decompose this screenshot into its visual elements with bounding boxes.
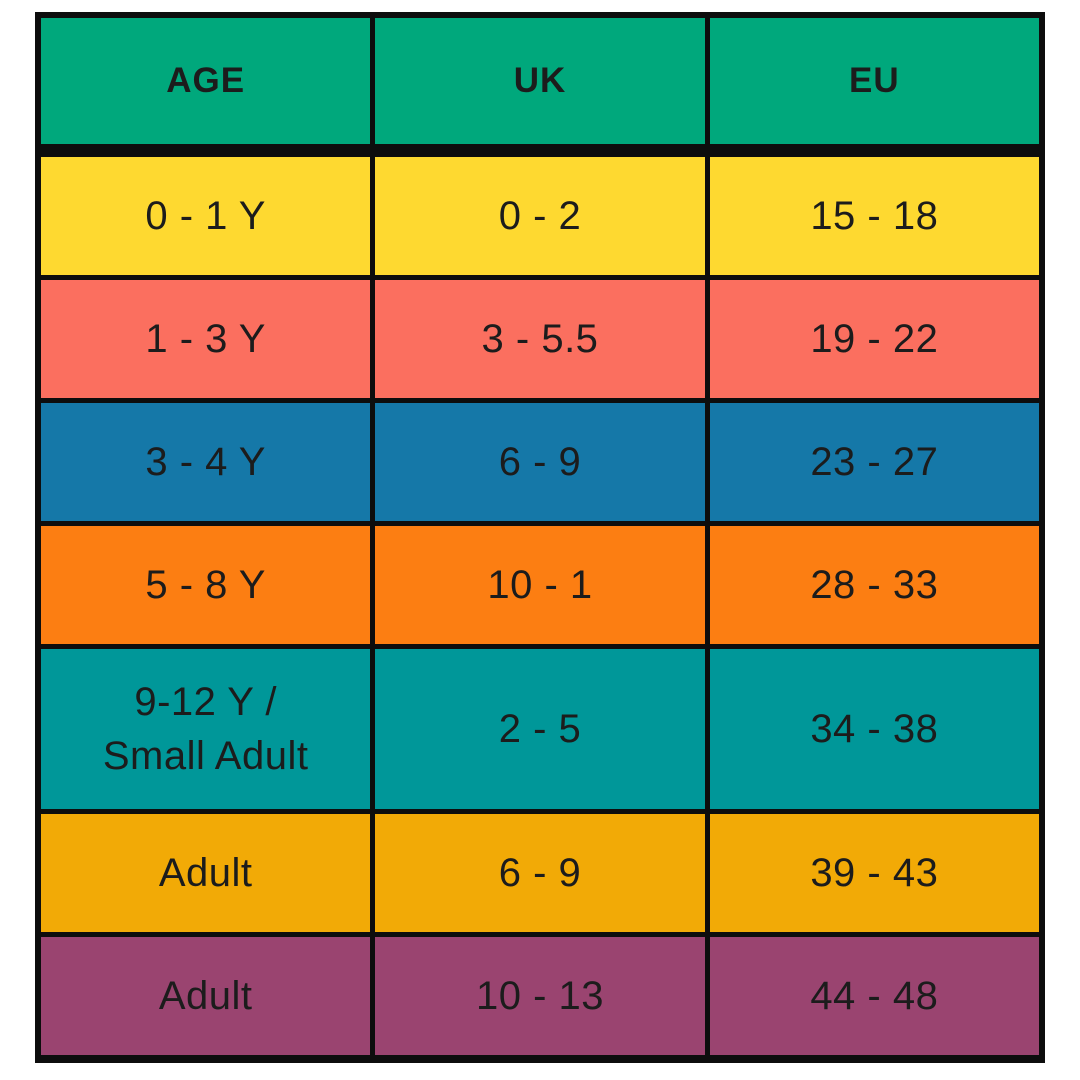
cell-eu: 28 - 33 xyxy=(709,526,1039,644)
cell-eu: 19 - 22 xyxy=(709,280,1039,398)
cell-uk: 6 - 9 xyxy=(375,403,705,521)
cell-age: 5 - 8 Y xyxy=(41,526,371,644)
cell-age: Adult xyxy=(41,937,371,1055)
header-cell-age: AGE xyxy=(41,18,371,144)
table-row: 1 - 3 Y 3 - 5.5 19 - 22 xyxy=(41,280,1039,398)
cell-age: 0 - 1 Y xyxy=(41,157,371,275)
cell-eu: 34 - 38 xyxy=(709,649,1039,809)
cell-uk: 6 - 9 xyxy=(375,814,705,932)
cell-age: 1 - 3 Y xyxy=(41,280,371,398)
header-cell-uk: UK xyxy=(375,18,705,144)
cell-uk: 3 - 5.5 xyxy=(375,280,705,398)
table-header-row: AGE UK EU xyxy=(41,18,1039,144)
table-row: 0 - 1 Y 0 - 2 15 - 18 xyxy=(41,157,1039,275)
cell-age: 9-12 Y / Small Adult xyxy=(41,649,371,809)
table-row: Adult 6 - 9 39 - 43 xyxy=(41,814,1039,932)
size-conversion-table: AGE UK EU 0 - 1 Y 0 - 2 15 - 18 1 - 3 Y … xyxy=(35,12,1045,1063)
cell-eu: 39 - 43 xyxy=(709,814,1039,932)
table-row: Adult 10 - 13 44 - 48 xyxy=(41,937,1039,1055)
cell-uk: 2 - 5 xyxy=(375,649,705,809)
cell-eu: 44 - 48 xyxy=(709,937,1039,1055)
cell-age: Adult xyxy=(41,814,371,932)
cell-eu: 15 - 18 xyxy=(709,157,1039,275)
table-row: 5 - 8 Y 10 - 1 28 - 33 xyxy=(41,526,1039,644)
table-row: 3 - 4 Y 6 - 9 23 - 27 xyxy=(41,403,1039,521)
cell-age: 3 - 4 Y xyxy=(41,403,371,521)
cell-uk: 0 - 2 xyxy=(375,157,705,275)
cell-uk: 10 - 1 xyxy=(375,526,705,644)
cell-uk: 10 - 13 xyxy=(375,937,705,1055)
header-cell-eu: EU xyxy=(709,18,1039,144)
table-row: 9-12 Y / Small Adult 2 - 5 34 - 38 xyxy=(41,649,1039,809)
cell-eu: 23 - 27 xyxy=(709,403,1039,521)
